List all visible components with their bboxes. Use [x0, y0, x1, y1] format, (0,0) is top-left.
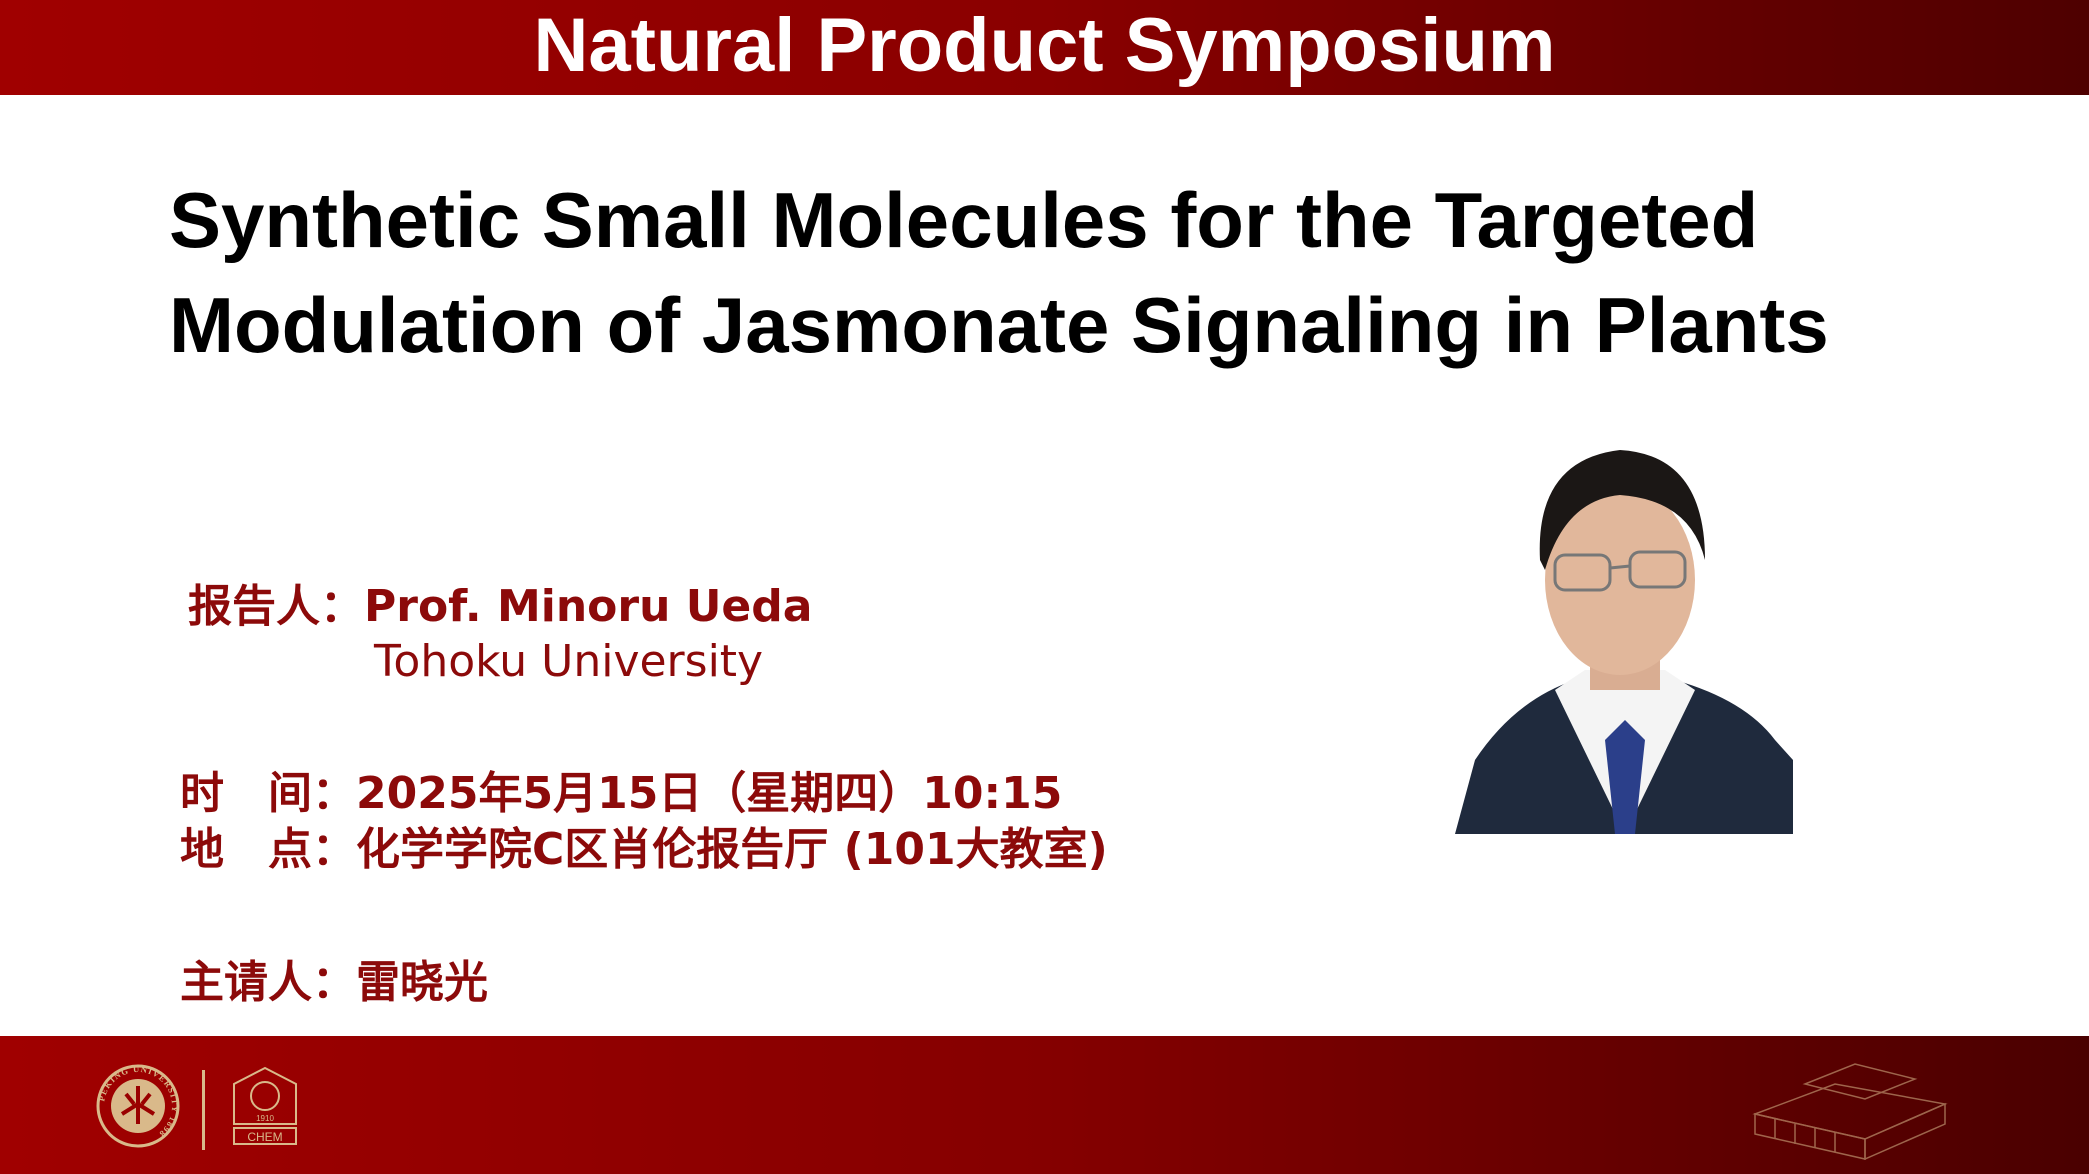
venue-line: 地 点：化学学院C区肖伦报告厅 (101大教室): [180, 813, 1108, 877]
speaker-photo: [1455, 440, 1793, 834]
pku-seal-logo: PEKING UNIVERSITY 1898: [96, 1064, 180, 1148]
footer-bar: PEKING UNIVERSITY 1898 1910 CHEM: [0, 1036, 2089, 1174]
host-value: 雷晓光: [356, 957, 488, 1008]
speaker-label: 报告人：: [188, 581, 364, 632]
chem-college-logo: 1910 CHEM: [233, 1066, 297, 1145]
header-bar: Natural Product Symposium: [0, 0, 2089, 95]
venue-value: 化学学院C区肖伦报告厅 (101大教室): [356, 824, 1108, 875]
speaker-line: 报告人：Prof. Minoru Ueda: [188, 570, 812, 634]
symposium-title: Natural Product Symposium: [533, 3, 1556, 88]
svg-text:CHEM: CHEM: [247, 1130, 282, 1144]
logo-divider: [202, 1070, 205, 1150]
chemistry-building-illustration: [1752, 1063, 1948, 1160]
time-line: 时 间：2025年5月15日（星期四）10:15: [180, 757, 1062, 821]
talk-title: Synthetic Small Molecules for the Target…: [169, 176, 1829, 369]
venue-label: 地 点：: [180, 824, 356, 875]
host-label: 主请人：: [180, 957, 356, 1008]
time-label: 时 间：: [180, 768, 356, 819]
host-line: 主请人：雷晓光: [180, 946, 488, 1010]
speaker-name: Prof. Minoru Ueda: [364, 581, 813, 632]
svg-text:1910: 1910: [256, 1114, 274, 1123]
speaker-affiliation: Tohoku University: [374, 636, 764, 687]
time-value: 2025年5月15日（星期四）10:15: [356, 768, 1063, 819]
